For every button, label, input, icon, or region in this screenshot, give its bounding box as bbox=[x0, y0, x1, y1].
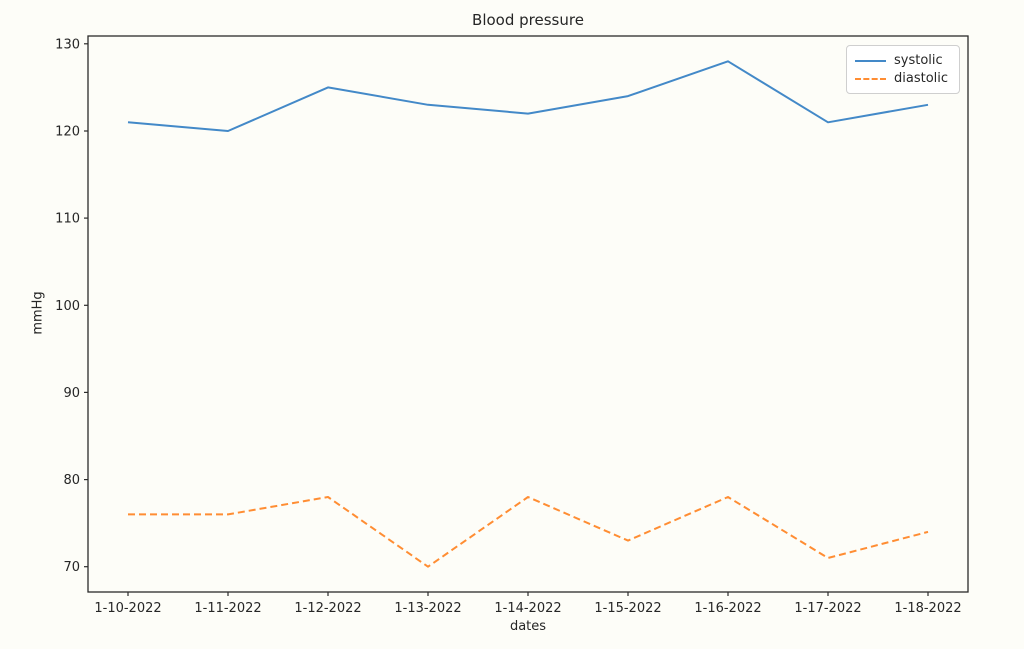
legend-item-diastolic: diastolic bbox=[855, 72, 951, 85]
x-tick-label: 1-13-2022 bbox=[394, 601, 461, 616]
x-tick-label: 1-14-2022 bbox=[494, 601, 561, 616]
y-tick-label: 90 bbox=[63, 386, 80, 401]
y-tick-label: 100 bbox=[55, 299, 80, 314]
x-tick-label: 1-18-2022 bbox=[894, 601, 961, 616]
legend-label: diastolic bbox=[894, 71, 949, 86]
diastolic-line-swatch bbox=[855, 77, 886, 80]
x-tick-label: 1-11-2022 bbox=[194, 601, 261, 616]
plot-border bbox=[87, 35, 969, 593]
x-tick-label: 1-15-2022 bbox=[594, 601, 661, 616]
y-axis-label: mmHg bbox=[30, 291, 46, 335]
x-tick-label: 1-16-2022 bbox=[694, 601, 761, 616]
chart-title: Blood pressure bbox=[472, 11, 584, 29]
x-tick-label: 1-12-2022 bbox=[294, 601, 361, 616]
legend-label: systolic bbox=[894, 53, 943, 68]
x-axis-label: dates bbox=[509, 619, 547, 634]
y-tick-label: 70 bbox=[63, 560, 80, 575]
y-tick-label: 130 bbox=[55, 37, 80, 52]
x-tick-label: 1-10-2022 bbox=[94, 601, 161, 616]
y-tick-label: 110 bbox=[55, 212, 80, 227]
x-tick-label: 1-17-2022 bbox=[794, 601, 861, 616]
series-line-diastolic bbox=[128, 496, 929, 568]
legend-item-systolic: systolic bbox=[855, 54, 951, 67]
legend: systolic diastolic bbox=[846, 45, 960, 94]
systolic-line-swatch bbox=[855, 59, 886, 62]
series-line-systolic bbox=[127, 60, 929, 132]
y-tick-label: 120 bbox=[55, 125, 80, 140]
y-tick-label: 80 bbox=[63, 473, 80, 488]
